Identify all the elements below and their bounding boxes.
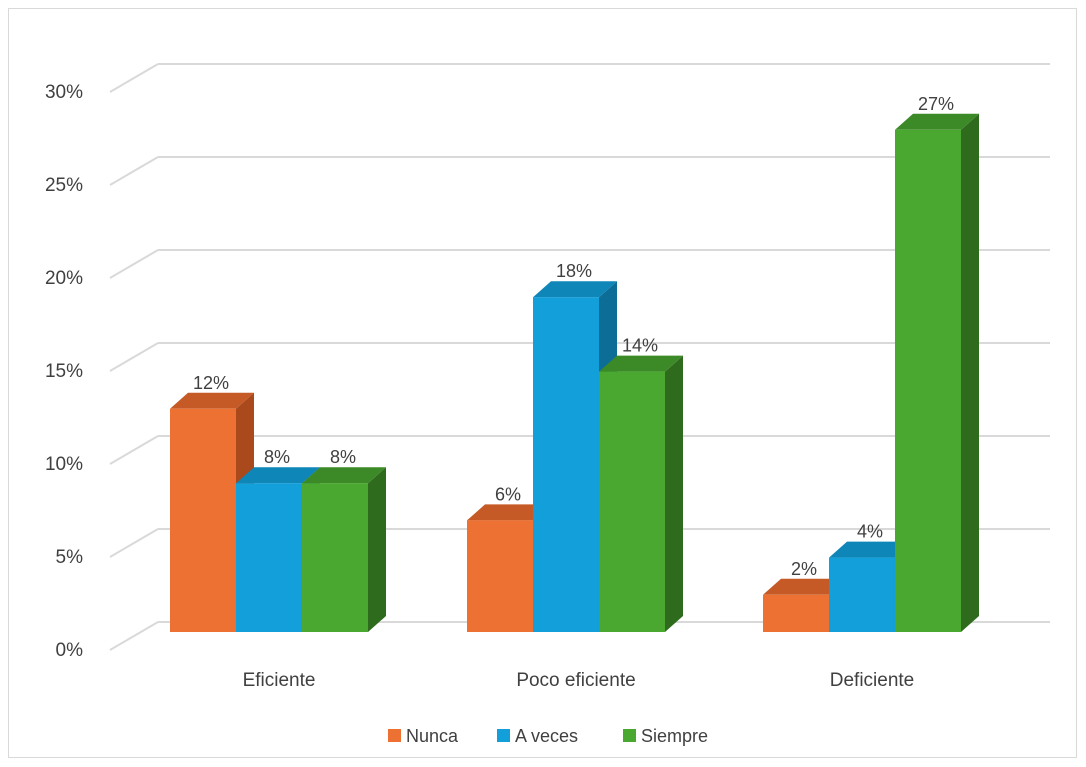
bar-nunca-1	[170, 392, 254, 632]
y-axis-ticks: 0% 5% 10% 15% 20% 25% 30%	[45, 82, 83, 661]
category-label: Poco eficiente	[516, 670, 635, 691]
bar-front	[763, 594, 829, 632]
gridline-diagonal	[109, 528, 159, 558]
bar-side	[368, 467, 386, 632]
category-label: Eficiente	[243, 670, 316, 691]
bar-siempre-3	[895, 113, 979, 633]
bar-top	[302, 467, 386, 484]
y-tick-label: 30%	[45, 82, 83, 103]
bar-side	[961, 113, 979, 633]
data-label: 4%	[857, 522, 883, 542]
y-tick-label: 0%	[56, 640, 84, 661]
bar-top	[170, 392, 254, 409]
data-label: 6%	[495, 484, 521, 504]
data-label: 8%	[264, 447, 290, 467]
gridline-diagonal	[109, 621, 159, 651]
y-tick-label: 25%	[45, 175, 83, 196]
gridline-diagonal	[109, 156, 159, 186]
bar-front	[467, 520, 533, 632]
bar-front	[829, 557, 895, 632]
legend-label: A veces	[515, 726, 578, 746]
data-label: 8%	[330, 447, 356, 467]
bar-siempre-2	[599, 355, 683, 632]
bar-front	[170, 408, 236, 632]
bar-front	[236, 483, 302, 632]
bar-top	[236, 467, 320, 484]
y-tick-label: 15%	[45, 361, 83, 382]
y-tick-label: 20%	[45, 268, 83, 289]
data-label: 14%	[622, 336, 658, 356]
data-label: 18%	[556, 261, 592, 281]
bar-siempre-1	[302, 467, 386, 632]
bar-top	[467, 504, 551, 521]
legend-swatch	[497, 729, 510, 742]
bar-front	[599, 371, 665, 632]
bar-top	[763, 578, 847, 595]
y-tick-label: 10%	[45, 454, 83, 475]
bar-top	[599, 355, 683, 372]
bar-top	[895, 113, 979, 130]
x-axis-categories: Eficiente Poco eficiente Deficiente	[243, 670, 915, 691]
category-label: Deficiente	[830, 670, 915, 691]
legend-item-nunca: Nunca	[388, 726, 459, 746]
bar-front	[895, 129, 961, 633]
bar-front	[533, 297, 599, 632]
data-label: 2%	[791, 559, 817, 579]
legend-item-siempre: Siempre	[623, 726, 708, 746]
legend-swatch	[623, 729, 636, 742]
gridline-diagonal	[109, 63, 159, 93]
bar-side	[665, 355, 683, 632]
legend: Nunca A veces Siempre	[388, 726, 708, 746]
legend-label: Nunca	[406, 726, 459, 746]
gridline-diagonal	[109, 342, 159, 372]
legend-label: Siempre	[641, 726, 708, 746]
bar-top	[829, 541, 913, 558]
bar-top	[533, 281, 617, 298]
legend-item-a-veces: A veces	[497, 726, 578, 746]
bars	[170, 113, 979, 633]
data-labels: 12% 8% 8% 6% 18% 14% 2% 4% 27%	[193, 94, 954, 579]
data-label: 12%	[193, 373, 229, 393]
bar-front	[302, 483, 368, 632]
gridline-diagonal	[109, 249, 159, 279]
gridline-diagonal	[109, 435, 159, 465]
data-label: 27%	[918, 94, 954, 114]
legend-swatch	[388, 729, 401, 742]
y-tick-label: 5%	[56, 547, 84, 568]
